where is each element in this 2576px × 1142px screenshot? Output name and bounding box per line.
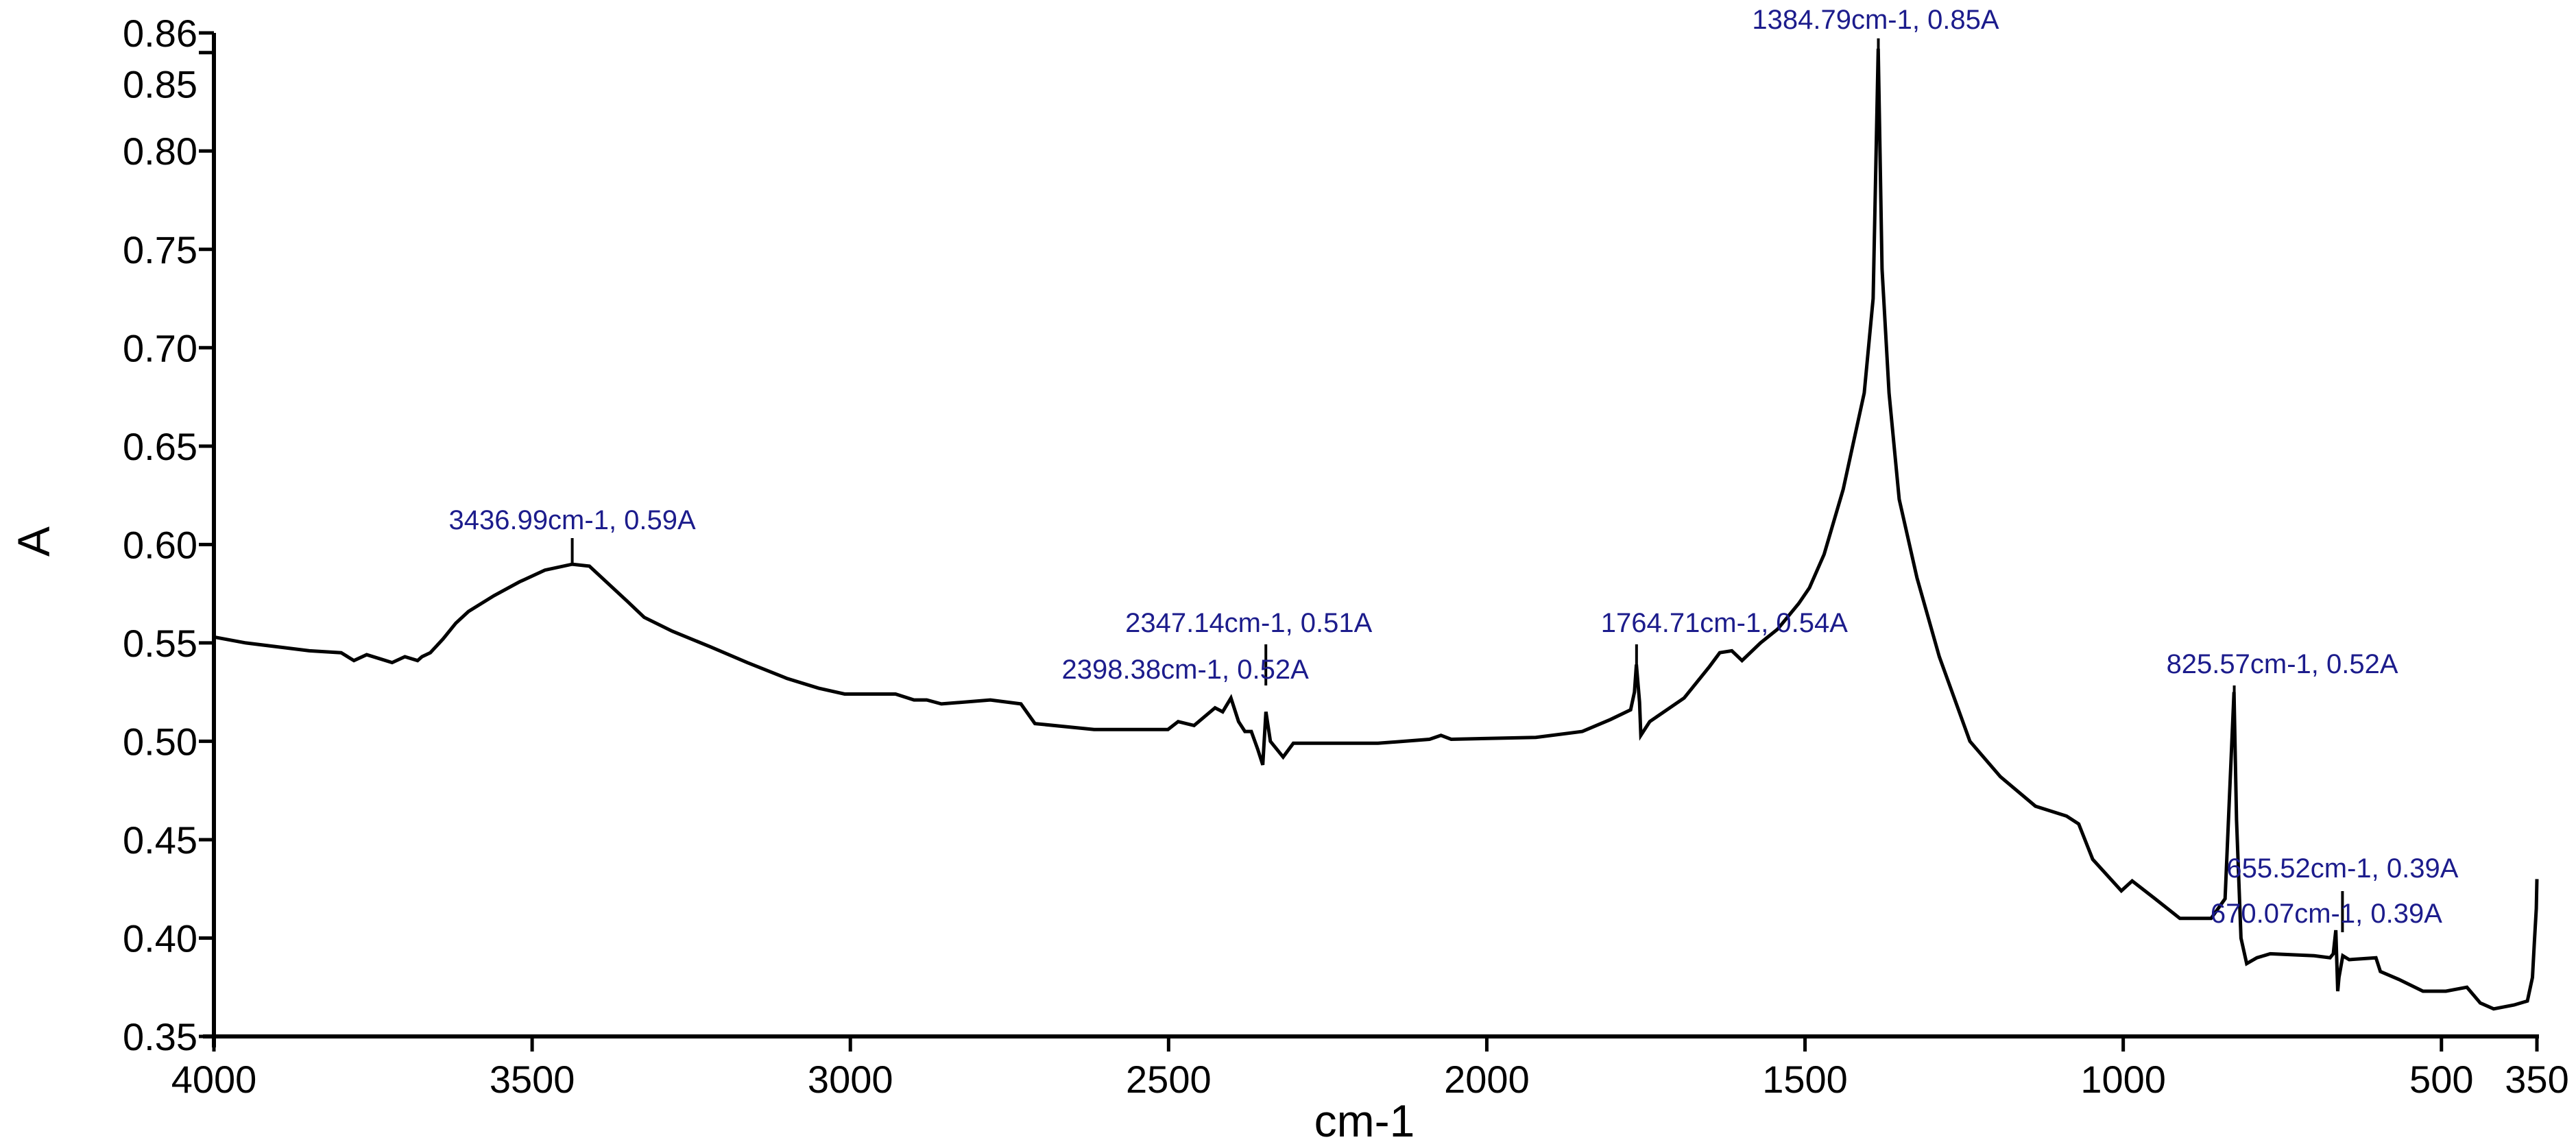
y-tick-label: 0.60 bbox=[123, 523, 197, 566]
x-tick-label: 2000 bbox=[1444, 1058, 1530, 1101]
peak-annotations: 3436.99cm-1, 0.59A 2347.14cm-1, 0.51A 2398… bbox=[448, 5, 2459, 932]
y-axis-title: A bbox=[8, 526, 59, 557]
peak-label: 1764.71cm-1, 0.54A bbox=[1601, 608, 1849, 638]
x-tick-label: 3000 bbox=[808, 1058, 893, 1101]
axes: 0.35 0.40 0.45 0.50 0.55 0.60 0.65 0.70 0.75 0.80… bbox=[123, 12, 2569, 1101]
x-tick-label: 4000 bbox=[171, 1058, 257, 1101]
peak-label: 3436.99cm-1, 0.59A bbox=[448, 505, 696, 535]
y-tick-label: 0.40 bbox=[123, 916, 197, 960]
y-tick-label: 0.35 bbox=[123, 1015, 197, 1058]
y-tick-label: 0.70 bbox=[123, 326, 197, 369]
x-tick-label: 350 bbox=[2505, 1058, 2568, 1101]
x-tick-label: 1500 bbox=[1762, 1058, 1848, 1101]
peak-label: 825.57cm-1, 0.52A bbox=[2167, 649, 2398, 679]
y-tick-label: 0.55 bbox=[123, 622, 197, 665]
y-tick-label: 0.45 bbox=[123, 818, 197, 862]
peak-label: 2347.14cm-1, 0.51A bbox=[1125, 608, 1373, 638]
x-tick-label: 500 bbox=[2409, 1058, 2473, 1101]
x-tick-label: 1000 bbox=[2080, 1058, 2166, 1101]
x-tick-label: 2500 bbox=[1126, 1058, 1212, 1101]
peak-label: 1384.79cm-1, 0.85A bbox=[1752, 5, 1999, 35]
peak-label: 670.07cm-1, 0.39A bbox=[2211, 899, 2442, 929]
y-tick-label: 0.65 bbox=[123, 425, 197, 468]
peak-label: 2398.38cm-1, 0.52A bbox=[1062, 655, 1310, 685]
y-tick-label: 0.75 bbox=[123, 228, 197, 271]
y-tick-label: 0.85 bbox=[123, 63, 197, 106]
y-tick-label: 0.80 bbox=[123, 130, 197, 173]
x-axis-title: cm-1 bbox=[1314, 1095, 1415, 1142]
x-tick-label: 3500 bbox=[490, 1058, 575, 1101]
peak-label: 655.52cm-1, 0.39A bbox=[2226, 853, 2458, 884]
y-tick-label: 0.50 bbox=[123, 720, 197, 763]
y-tick-label: 0.86 bbox=[123, 12, 197, 55]
